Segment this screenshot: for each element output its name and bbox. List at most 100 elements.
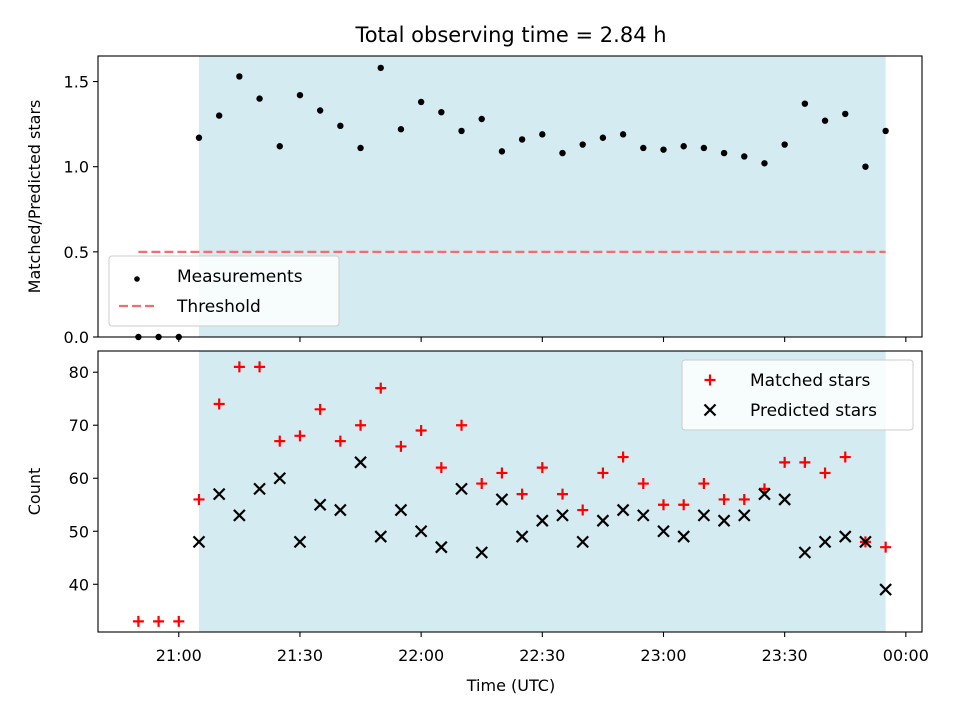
matched-stars-point <box>819 467 831 479</box>
x-tick-label: 21:00 <box>156 646 202 665</box>
predicted-stars-point <box>414 524 428 538</box>
measurement-point <box>781 141 788 148</box>
measurement-point <box>417 98 425 106</box>
measurement-point <box>236 73 243 80</box>
predicted-stars-point <box>697 509 711 522</box>
matched-stars-point <box>880 541 892 553</box>
matched-stars-point <box>657 499 669 511</box>
measurement-point <box>842 110 849 118</box>
matched-stars-point <box>294 430 306 442</box>
measurement-point <box>882 127 889 135</box>
predicted-stars-point <box>778 493 791 506</box>
predicted-stars-point <box>838 530 852 543</box>
y-tick-label: 0.0 <box>64 328 89 347</box>
x-tick-label: 23:30 <box>762 646 808 665</box>
measurement-point <box>337 122 344 130</box>
matched-stars-point <box>213 398 225 410</box>
measurement-point <box>660 146 667 153</box>
predicted-stars-point <box>515 530 529 543</box>
predicted-stars-point <box>253 482 266 496</box>
matched-stars-point <box>153 615 165 627</box>
matched-stars-point <box>718 493 730 505</box>
matched-stars-point <box>435 462 447 474</box>
predicted-stars-point <box>637 509 650 522</box>
predicted-stars-point <box>192 535 206 549</box>
legend: Measurements Threshold <box>108 255 340 327</box>
predicted-stars-point <box>374 530 388 543</box>
y-tick-label: 1.5 <box>64 73 89 92</box>
measurement-point <box>640 144 647 152</box>
predicted-stars-point <box>435 540 448 554</box>
predicted-stars-point <box>859 535 872 549</box>
predicted-stars-point <box>495 493 509 506</box>
matched-stars-point <box>779 456 791 468</box>
measurement-point <box>801 100 809 107</box>
measurement-point <box>579 141 586 148</box>
y-tick-label: 0.5 <box>64 243 89 262</box>
legend-marker-predicted-stars <box>703 403 717 417</box>
measurement-point <box>195 134 203 141</box>
matched-stars-point <box>839 451 851 463</box>
matched-stars-point <box>173 615 185 627</box>
matched-stars-point <box>476 478 488 490</box>
matched-stars-point <box>597 467 609 479</box>
measurement-point <box>539 131 546 138</box>
matched-stars-point <box>314 403 326 415</box>
measurement-point <box>821 117 829 124</box>
matched-stars-point <box>557 488 569 500</box>
measurement-point <box>761 160 768 167</box>
legend-box <box>681 359 914 431</box>
matched-stars-point <box>395 440 407 452</box>
y-axis-label: Count <box>25 468 44 516</box>
matched-stars-point <box>617 451 629 463</box>
x-tick-label: 21:30 <box>277 646 323 665</box>
predicted-stars-point <box>394 503 408 517</box>
measurement-point <box>720 149 728 157</box>
matched-stars-point <box>758 483 770 495</box>
predicted-stars-point <box>818 535 832 549</box>
x-tick-label: 22:00 <box>398 646 444 665</box>
measurement-point <box>316 107 324 114</box>
matched-stars-point <box>415 425 427 437</box>
measurement-point <box>276 143 283 150</box>
x-tick-label: 23:00 <box>640 646 686 665</box>
measurement-point <box>296 91 304 99</box>
legend: Matched stars Predicted stars <box>681 359 914 431</box>
matched-stars-point <box>536 462 548 474</box>
predicted-stars-point <box>536 514 549 527</box>
legend-box <box>108 255 340 327</box>
y-tick-label: 70 <box>69 416 89 435</box>
y-tick-label: 40 <box>69 575 89 594</box>
predicted-stars-point <box>233 509 246 522</box>
matched-stars-point <box>355 419 367 431</box>
plot-frame <box>97 55 923 338</box>
matched-stars-point <box>193 493 205 505</box>
predicted-stars-point <box>273 471 287 485</box>
predicted-stars-point <box>879 583 892 596</box>
matched-stars-point <box>375 382 387 394</box>
legend-label: Predicted stars <box>750 401 877 421</box>
measurement-point <box>256 95 263 102</box>
matched-stars-point <box>637 478 649 490</box>
y-tick-label: 60 <box>69 469 89 488</box>
measurement-point <box>438 109 445 116</box>
matched-stars-point <box>496 467 508 479</box>
predicted-stars-point <box>717 514 731 527</box>
measurement-point <box>741 153 748 160</box>
measurement-point <box>862 163 869 170</box>
x-tick-label: 00:00 <box>883 646 929 665</box>
measurement-point <box>357 144 364 152</box>
matched-stars-point <box>678 499 690 511</box>
chart-title: Total observing time = 2.84 h <box>354 23 666 47</box>
matched-stars-point <box>132 615 144 627</box>
measurement-point <box>599 134 607 141</box>
predicted-stars-point <box>596 514 610 527</box>
measurement-point <box>377 64 384 72</box>
plot-frame <box>97 350 923 633</box>
measurement-point <box>619 131 627 138</box>
y-tick-label: 80 <box>69 363 89 382</box>
measurement-point <box>518 136 526 143</box>
matched-stars-point <box>698 478 710 490</box>
matched-stars-point <box>274 435 286 447</box>
